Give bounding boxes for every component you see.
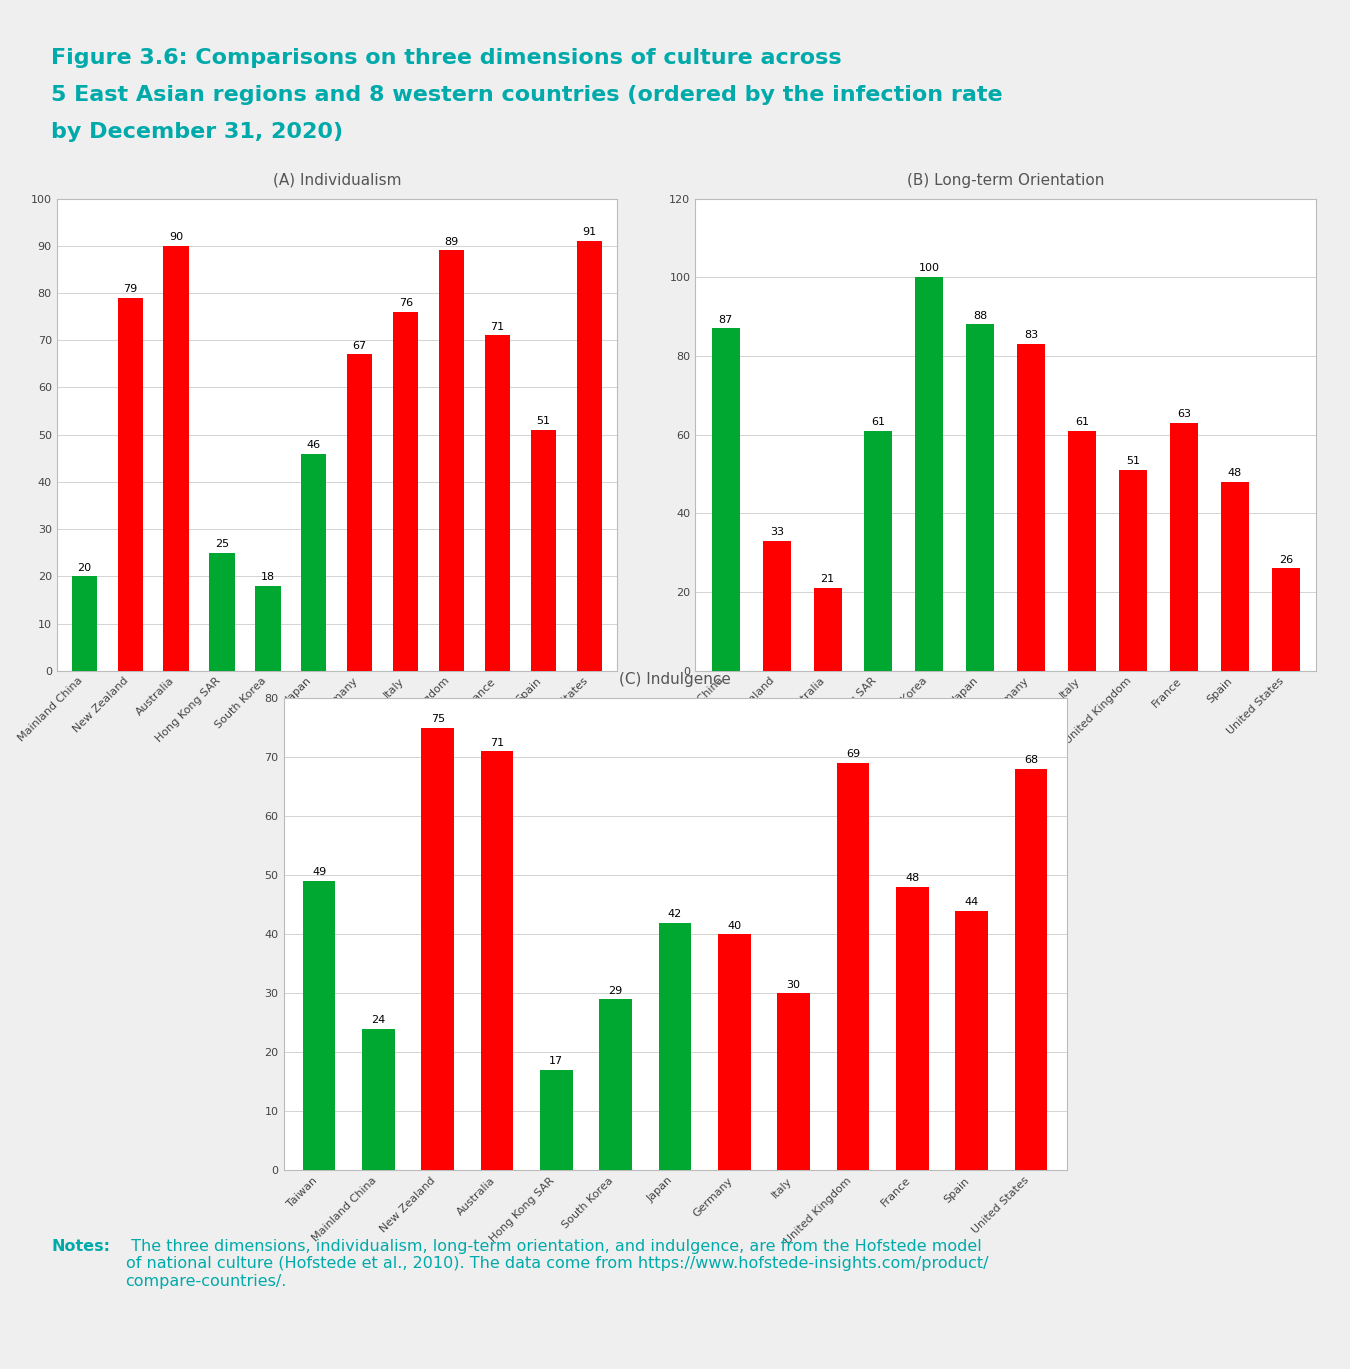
Bar: [1272, 568, 1300, 671]
Bar: [864, 431, 892, 671]
Bar: [485, 335, 510, 671]
Bar: [659, 923, 691, 1170]
Text: 5 East Asian regions and 8 western countries (ordered by the infection rate: 5 East Asian regions and 8 western count…: [51, 85, 1003, 105]
Bar: [347, 355, 373, 671]
Text: 71: 71: [490, 738, 504, 747]
Bar: [540, 1071, 572, 1170]
Bar: [439, 251, 464, 671]
Text: 71: 71: [490, 322, 505, 331]
Bar: [481, 752, 513, 1170]
Bar: [915, 277, 944, 671]
Bar: [117, 297, 143, 671]
Text: 63: 63: [1177, 409, 1191, 419]
Bar: [956, 910, 988, 1170]
Text: 76: 76: [398, 298, 413, 308]
Text: 61: 61: [872, 418, 886, 427]
Bar: [393, 312, 418, 671]
Bar: [163, 246, 189, 671]
Bar: [1119, 470, 1148, 671]
Bar: [718, 934, 751, 1170]
Text: Notes:: Notes:: [51, 1239, 111, 1254]
Bar: [531, 430, 556, 671]
Text: 79: 79: [123, 283, 138, 294]
Text: 42: 42: [668, 909, 682, 919]
Text: 17: 17: [549, 1057, 563, 1066]
Text: 83: 83: [1025, 330, 1038, 341]
Text: 91: 91: [582, 227, 597, 237]
Bar: [1068, 431, 1096, 671]
Bar: [763, 541, 791, 671]
Text: 68: 68: [1023, 756, 1038, 765]
Bar: [967, 324, 995, 671]
Text: 46: 46: [306, 439, 321, 450]
Bar: [255, 586, 281, 671]
Bar: [1015, 769, 1048, 1170]
Bar: [896, 887, 929, 1170]
Text: 90: 90: [169, 231, 184, 242]
Text: Figure 3.6: Comparisons on three dimensions of culture across: Figure 3.6: Comparisons on three dimensi…: [51, 48, 842, 68]
Text: 20: 20: [77, 563, 92, 572]
Text: 69: 69: [846, 749, 860, 760]
Text: 100: 100: [919, 263, 940, 274]
Text: by December 31, 2020): by December 31, 2020): [51, 122, 343, 142]
Text: 26: 26: [1278, 554, 1293, 564]
Text: 89: 89: [444, 237, 459, 246]
Bar: [421, 728, 454, 1170]
Bar: [576, 241, 602, 671]
Text: 88: 88: [973, 311, 987, 320]
Text: 24: 24: [371, 1014, 386, 1025]
Text: 18: 18: [261, 572, 275, 582]
Title: (B) Long-term Orientation: (B) Long-term Orientation: [907, 172, 1104, 188]
Text: 87: 87: [718, 315, 733, 324]
Text: 48: 48: [1227, 468, 1242, 478]
Text: 40: 40: [728, 920, 741, 931]
Text: 67: 67: [352, 341, 367, 350]
Text: 51: 51: [536, 416, 551, 426]
Text: 30: 30: [787, 980, 801, 990]
Text: 44: 44: [964, 897, 979, 906]
Bar: [1220, 482, 1249, 671]
Text: 61: 61: [1075, 418, 1089, 427]
Bar: [1017, 344, 1045, 671]
Title: (A) Individualism: (A) Individualism: [273, 172, 401, 188]
Bar: [837, 763, 869, 1170]
Text: 48: 48: [904, 873, 919, 883]
Bar: [302, 882, 335, 1170]
Text: The three dimensions, individualism, long-term orientation, and indulgence, are : The three dimensions, individualism, lon…: [126, 1239, 988, 1288]
Bar: [778, 994, 810, 1170]
Bar: [362, 1029, 394, 1170]
Text: 75: 75: [431, 713, 444, 724]
Bar: [301, 453, 327, 671]
Text: 25: 25: [215, 539, 230, 549]
Text: 29: 29: [609, 986, 622, 995]
Bar: [72, 576, 97, 671]
Bar: [209, 553, 235, 671]
Text: 33: 33: [769, 527, 784, 537]
Text: 51: 51: [1126, 456, 1139, 467]
Bar: [599, 999, 632, 1170]
Bar: [1170, 423, 1197, 671]
Bar: [814, 589, 841, 671]
Title: (C) Indulgence: (C) Indulgence: [620, 672, 730, 687]
Text: 49: 49: [312, 868, 327, 878]
Text: 21: 21: [821, 575, 834, 585]
Bar: [711, 329, 740, 671]
